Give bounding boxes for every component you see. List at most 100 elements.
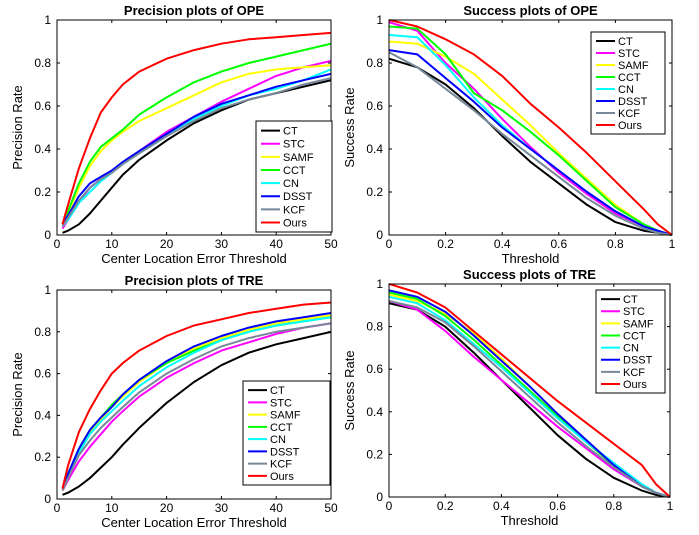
x-tick-label: 0 bbox=[386, 237, 393, 251]
series-line-ours bbox=[389, 283, 670, 498]
legend-label-samf: SAMF bbox=[623, 318, 654, 330]
y-tick-label: 0.6 bbox=[34, 99, 51, 113]
legend-label-ours: Ours bbox=[283, 217, 307, 229]
y-axis-label: Success Rate bbox=[342, 87, 357, 167]
chart-title: Success plots of TRE bbox=[463, 267, 596, 282]
series-line-kcf bbox=[61, 322, 331, 492]
legend-box bbox=[595, 289, 666, 394]
x-tick-label: 1 bbox=[667, 499, 674, 513]
series-group bbox=[389, 19, 672, 236]
x-tick-label: 0.6 bbox=[550, 237, 567, 251]
legend-label-cn: CN bbox=[283, 178, 299, 190]
legend-label-kcf: KCF bbox=[618, 108, 640, 120]
legend-label-cct: CCT bbox=[618, 72, 641, 84]
legend-box bbox=[255, 120, 333, 233]
x-tick-label: 0 bbox=[386, 499, 393, 513]
legend-label-ct: CT bbox=[618, 36, 633, 48]
x-tick-label: 0.6 bbox=[549, 499, 566, 513]
x-tick-label: 0 bbox=[54, 501, 61, 515]
series-line-ct bbox=[389, 57, 672, 236]
y-tick-label: 0.8 bbox=[366, 56, 383, 70]
series-line-kcf bbox=[389, 300, 670, 498]
series-line-ours bbox=[389, 19, 672, 236]
legend-box bbox=[242, 380, 331, 486]
y-tick-label: 0.4 bbox=[34, 142, 51, 156]
y-tick-label: 0 bbox=[44, 228, 51, 242]
legend-label-stc: STC bbox=[270, 397, 292, 409]
x-tick-label: 0.2 bbox=[437, 499, 454, 513]
legend-label-dsst: DSST bbox=[270, 446, 300, 458]
legend-label-ours: Ours bbox=[270, 471, 294, 483]
x-tick-label: 40 bbox=[270, 237, 284, 251]
legend-label-kcf: KCF bbox=[283, 204, 305, 216]
x-tick-label: 30 bbox=[215, 237, 229, 251]
series-line-ours bbox=[61, 31, 331, 225]
series-group bbox=[389, 283, 670, 498]
y-tick-label: 0.8 bbox=[366, 320, 383, 334]
x-tick-label: 40 bbox=[270, 501, 284, 515]
legend-label-ours: Ours bbox=[618, 120, 642, 132]
series-line-cct bbox=[61, 42, 331, 225]
x-tick-label: 0.8 bbox=[605, 499, 622, 513]
x-tick-label: 50 bbox=[324, 501, 338, 515]
series-line-ct bbox=[62, 330, 331, 496]
x-tick-label: 1 bbox=[669, 237, 676, 251]
chart-panel-2: Success plots of OPE 0 0.2 0.4 0.6 0.8 1 0 0.2 0.… bbox=[342, 3, 676, 266]
legend-label-samf: SAMF bbox=[618, 60, 649, 72]
y-tick-label: 0.6 bbox=[34, 367, 51, 381]
x-tick-label: 10 bbox=[105, 501, 119, 515]
legend-label-ct: CT bbox=[623, 294, 638, 306]
y-tick-label: 1 bbox=[376, 277, 383, 291]
legend-label-dsst: DSST bbox=[623, 355, 653, 367]
y-tick-label: 0.8 bbox=[34, 325, 51, 339]
axes-frame bbox=[56, 289, 332, 500]
legend-label-samf: SAMF bbox=[270, 410, 301, 422]
chart-panel-3: Precision plots of TRE 0 10 20 30 40 50 0 0.2 0.4… bbox=[10, 273, 338, 530]
legend-label-kcf: KCF bbox=[270, 459, 292, 471]
series-line-ours bbox=[61, 301, 331, 489]
legend-label-stc: STC bbox=[618, 48, 640, 60]
series-line-cn bbox=[389, 295, 670, 498]
legend-label-stc: STC bbox=[623, 306, 645, 318]
legend-label-kcf: KCF bbox=[623, 367, 645, 379]
y-tick-label: 0.2 bbox=[34, 185, 51, 199]
y-tick-label: 0.2 bbox=[34, 450, 51, 464]
y-tick-label: 0.4 bbox=[366, 405, 383, 419]
y-tick-label: 0.6 bbox=[366, 362, 383, 376]
x-tick-label: 0.4 bbox=[494, 237, 511, 251]
legend-label-dsst: DSST bbox=[618, 96, 648, 108]
series-line-dsst bbox=[389, 49, 672, 236]
x-tick-label: 0.2 bbox=[437, 237, 454, 251]
x-axis-label: Threshold bbox=[501, 513, 559, 528]
axes-frame bbox=[388, 283, 671, 498]
series-line-kcf bbox=[61, 77, 331, 227]
legend-label-ct: CT bbox=[270, 385, 285, 397]
chart-title: Success plots of OPE bbox=[463, 3, 598, 18]
series-line-ct bbox=[389, 302, 670, 498]
y-tick-label: 1 bbox=[44, 283, 51, 297]
legend-box bbox=[590, 31, 666, 135]
legend-label-cct: CCT bbox=[623, 330, 646, 342]
series-line-cn bbox=[61, 316, 331, 490]
y-tick-label: 0 bbox=[376, 490, 383, 504]
y-tick-label: 0.2 bbox=[366, 447, 383, 461]
y-tick-label: 0 bbox=[376, 228, 383, 242]
y-tick-label: 1 bbox=[44, 13, 51, 27]
y-tick-label: 0.4 bbox=[34, 408, 51, 422]
chart-title: Precision plots of TRE bbox=[125, 273, 264, 288]
legend-label-cct: CCT bbox=[283, 165, 306, 177]
series-group bbox=[61, 301, 331, 496]
y-tick-label: 0.4 bbox=[366, 142, 383, 156]
series-line-samf bbox=[61, 64, 331, 225]
x-axis-label: Center Location Error Threshold bbox=[101, 515, 286, 530]
legend-label-ours: Ours bbox=[623, 379, 647, 391]
legend-label-cct: CCT bbox=[270, 422, 293, 434]
legend-label-cn: CN bbox=[270, 434, 286, 446]
y-tick-label: 0 bbox=[44, 492, 51, 506]
y-axis-label: Precision Rate bbox=[10, 352, 25, 437]
series-line-dsst bbox=[61, 312, 331, 489]
series-line-cct bbox=[389, 25, 672, 236]
x-tick-label: 0 bbox=[54, 237, 61, 251]
